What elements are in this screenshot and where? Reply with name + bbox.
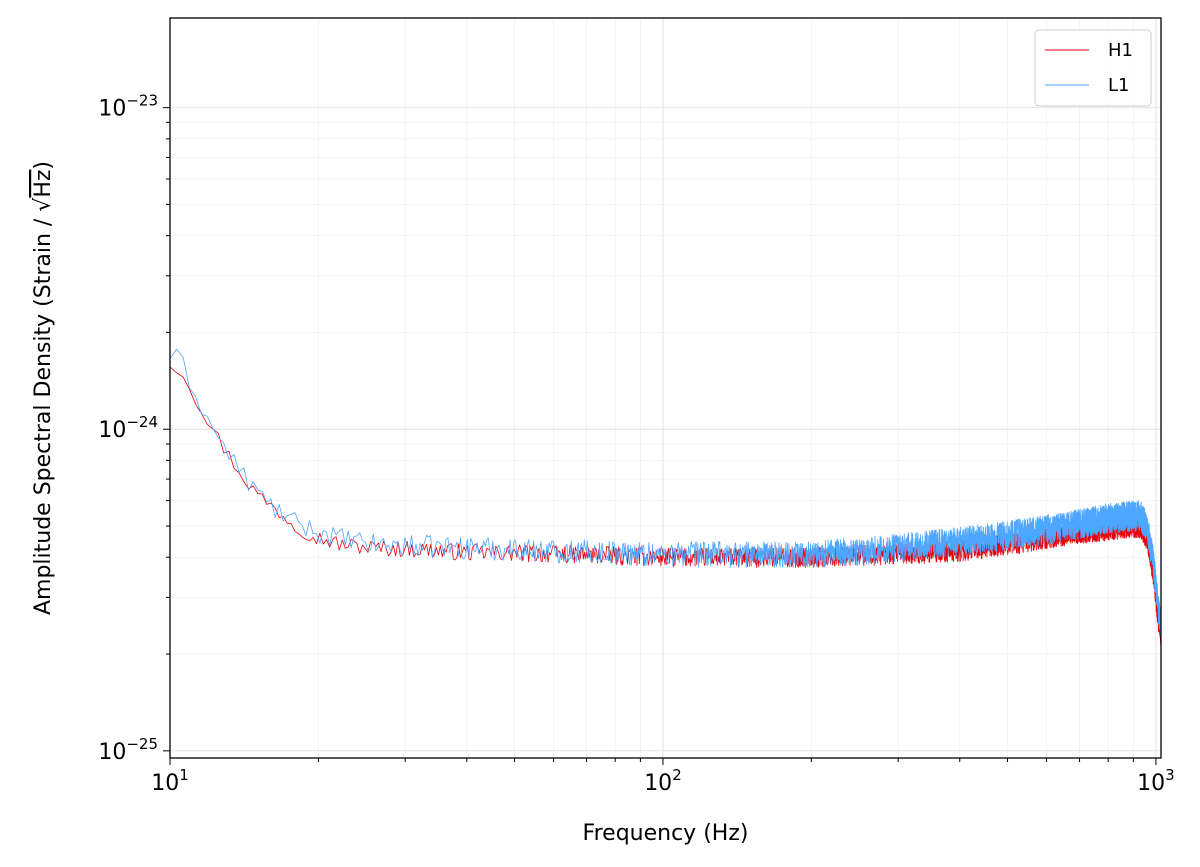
y-axis-label: Amplitude Spectral Density (Strain / √Hz… [31, 161, 56, 615]
plot-frame [169, 17, 1162, 759]
y-axis-label-unit: Hz [31, 170, 56, 198]
legend-box [1034, 29, 1152, 107]
x-tick-label: 101 [151, 766, 189, 796]
y-tick-label: 10−23 [98, 92, 158, 122]
y-axis-label-prefix: Amplitude Spectral Density (Strain / [31, 212, 56, 615]
legend: H1 L1 [1034, 29, 1152, 107]
y-tick-label: 10−24 [98, 413, 158, 443]
legend-label-l1: L1 [1108, 75, 1129, 96]
grid-lines [169, 18, 1161, 758]
series-layer [170, 348, 1161, 645]
plot-background [170, 18, 1161, 758]
x-axis-label: Frequency (Hz) [583, 821, 749, 846]
legend-label-h1: H1 [1108, 40, 1133, 61]
x-tick-label: 103 [1137, 766, 1175, 796]
series-line-l1 [170, 348, 1161, 636]
y-axis-label-radical: √ [31, 197, 56, 212]
axis-ticks [163, 107, 1157, 765]
y-tick-label: 10−25 [98, 735, 158, 765]
y-axis-label-group: Amplitude Spectral Density (Strain / √Hz… [31, 161, 56, 615]
x-tick-label: 102 [644, 766, 682, 796]
tick-labels: 101 102 103 10−25 10−24 10−23 [98, 92, 1174, 796]
y-axis-label-suffix: ) [31, 161, 56, 170]
